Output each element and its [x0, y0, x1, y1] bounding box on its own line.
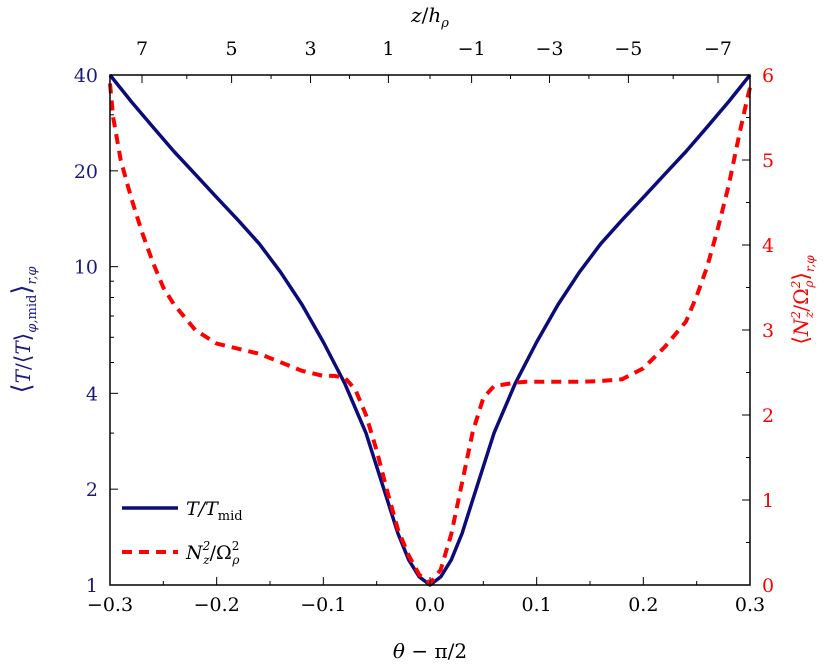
left-y-tick-label: 2	[86, 479, 98, 501]
left-y-tick-label: 4	[86, 383, 98, 405]
top-x-tick-label: 7	[136, 38, 148, 60]
top-x-tick-label: 1	[382, 38, 394, 60]
x-tick-label: 0.2	[628, 594, 658, 616]
left-y-tick-label: 40	[74, 65, 98, 87]
right-y-tick-label: 4	[762, 235, 774, 257]
top-x-tick-label: 5	[226, 38, 238, 60]
legend: T/Tmid N2 z/Ω2 ρ	[122, 498, 243, 567]
x-tick-label: 0.1	[522, 594, 552, 616]
legend-label-n: N2 z/Ω2 ρ	[185, 539, 239, 567]
left-y-tick-label: 20	[74, 161, 98, 183]
x-tick-label: 0.0	[415, 594, 445, 616]
right-y-tick-label: 6	[762, 65, 774, 87]
right-y-axis-title: ⟨N2z/Ω2ρ⟩r,φ	[789, 255, 817, 345]
right-y-tick-label: 5	[762, 150, 774, 172]
right-y-tick-label: 1	[762, 490, 774, 512]
top-x-axis-title: z/hρ	[410, 3, 449, 31]
top-x-tick-label: 3	[304, 38, 316, 60]
x-tick-label: −0.3	[87, 594, 133, 616]
labels-layer: −0.3 −0.2 −0.1 0.0 0.1 0.2 0.3 7 5 3 1 −1 −3 −5 −7 1 2 4 1…	[74, 38, 774, 616]
left-y-axis-title: ⟨T/⟨T⟩φ,mid⟩r,φ	[7, 266, 40, 394]
ticks-layer	[109, 74, 751, 586]
legend-label-t: T/Tmid	[186, 498, 243, 524]
left-y-tick-label: 10	[74, 257, 98, 279]
top-x-tick-label: −7	[704, 38, 732, 60]
left-y-tick-label: 1	[86, 575, 98, 597]
top-x-tick-label: −5	[614, 38, 642, 60]
x-tick-label: −0.1	[300, 594, 346, 616]
top-x-tick-label: −3	[535, 38, 563, 60]
x-tick-label: −0.2	[194, 594, 240, 616]
right-y-tick-label: 2	[762, 405, 774, 427]
top-x-tick-label: −1	[458, 38, 486, 60]
right-y-tick-label: 0	[762, 575, 774, 597]
x-axis-title: θ − π/2	[393, 639, 467, 663]
right-y-tick-label: 3	[762, 320, 774, 342]
x-tick-label: 0.3	[735, 594, 765, 616]
